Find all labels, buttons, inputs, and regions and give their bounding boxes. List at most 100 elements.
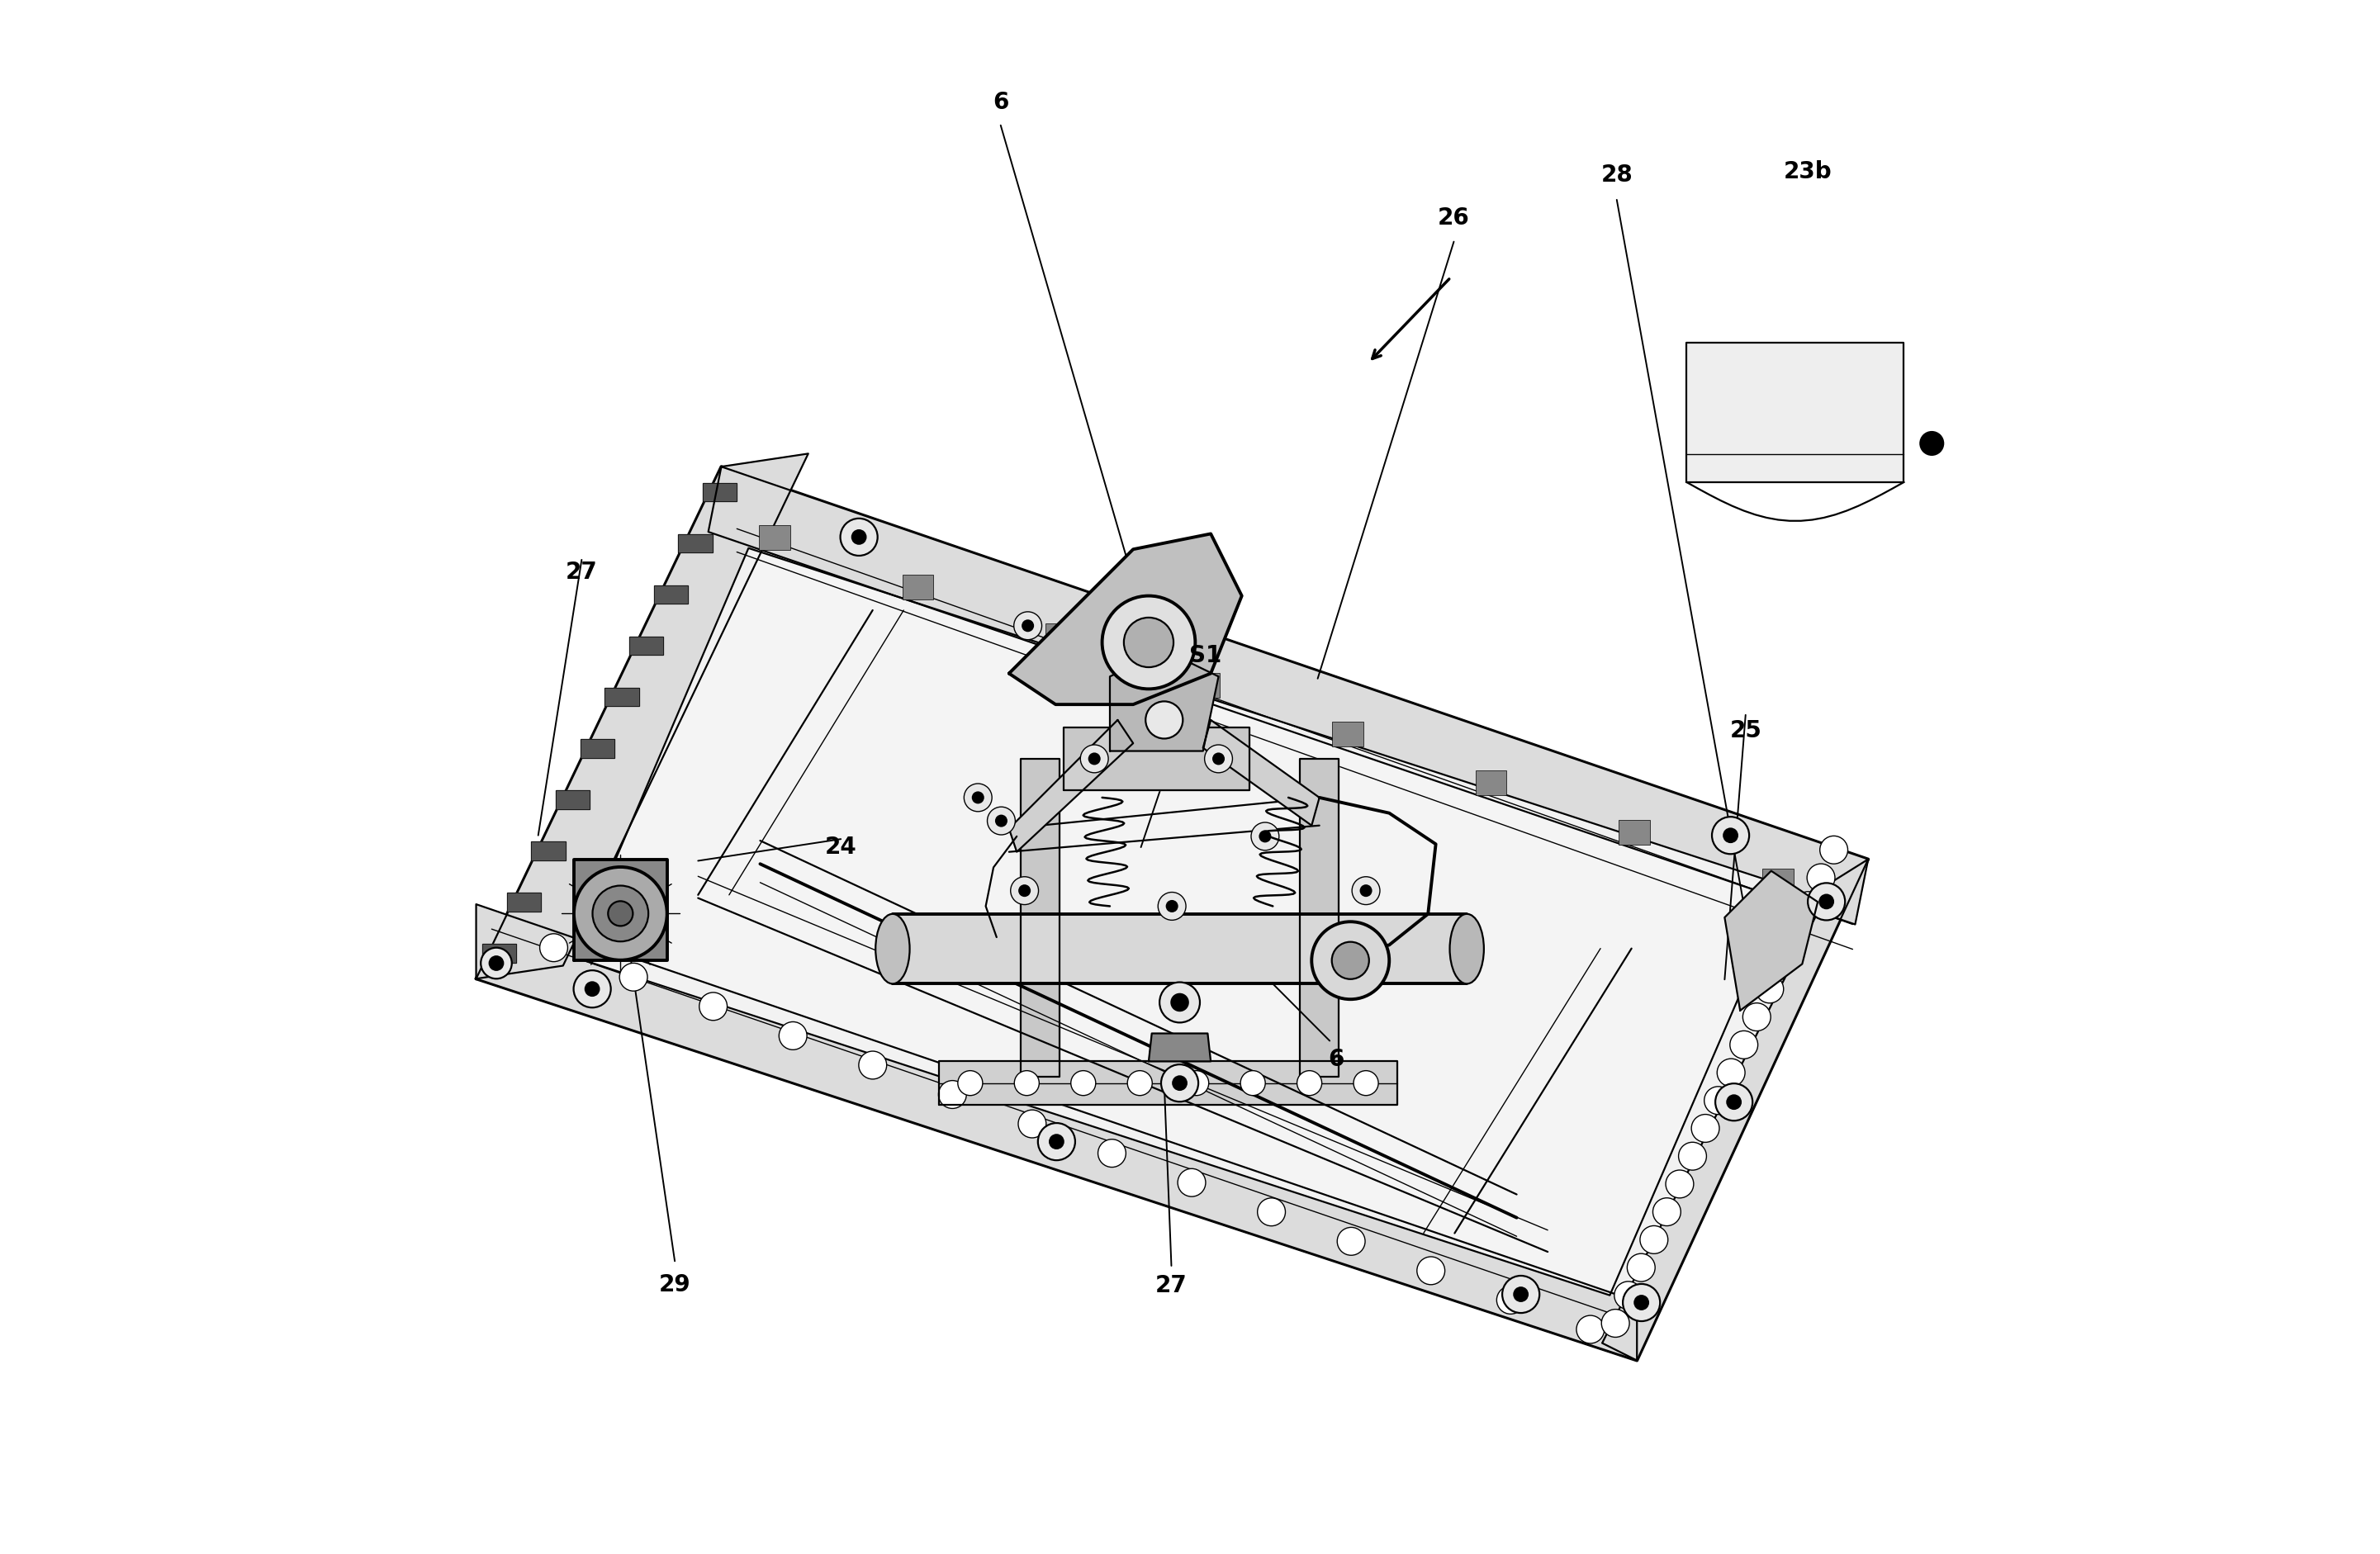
Text: 27: 27 xyxy=(566,561,597,584)
Circle shape xyxy=(1652,1198,1680,1226)
Circle shape xyxy=(1257,1198,1285,1226)
Polygon shape xyxy=(654,586,688,605)
Polygon shape xyxy=(557,789,590,808)
Circle shape xyxy=(1354,1071,1378,1096)
Circle shape xyxy=(1756,976,1783,1002)
Circle shape xyxy=(1780,920,1809,948)
Polygon shape xyxy=(1064,727,1250,789)
Circle shape xyxy=(1795,892,1823,920)
Circle shape xyxy=(1088,752,1100,765)
Circle shape xyxy=(1183,1071,1209,1096)
Circle shape xyxy=(1918,430,1944,455)
Circle shape xyxy=(971,791,985,803)
Bar xyxy=(1761,869,1795,894)
Polygon shape xyxy=(1021,758,1059,1077)
Polygon shape xyxy=(581,740,614,758)
Polygon shape xyxy=(940,1061,1397,1105)
Circle shape xyxy=(585,981,600,996)
Polygon shape xyxy=(702,483,738,502)
Bar xyxy=(759,525,790,550)
Polygon shape xyxy=(709,466,1868,925)
Circle shape xyxy=(1514,1287,1528,1302)
Circle shape xyxy=(574,970,612,1007)
Polygon shape xyxy=(628,637,664,656)
Bar xyxy=(1045,623,1076,648)
Circle shape xyxy=(1171,1075,1188,1091)
Polygon shape xyxy=(1725,870,1818,1010)
Text: 25: 25 xyxy=(1730,720,1761,741)
Bar xyxy=(1618,821,1649,844)
Circle shape xyxy=(1211,752,1226,765)
Circle shape xyxy=(957,1071,983,1096)
Polygon shape xyxy=(1602,859,1868,1360)
Circle shape xyxy=(574,867,666,960)
Circle shape xyxy=(700,993,728,1021)
Text: 6: 6 xyxy=(992,90,1009,113)
Polygon shape xyxy=(1299,758,1340,1077)
Circle shape xyxy=(1818,894,1835,909)
Circle shape xyxy=(481,948,512,979)
Circle shape xyxy=(1311,922,1390,999)
Circle shape xyxy=(1161,1064,1200,1102)
Circle shape xyxy=(964,783,992,811)
Circle shape xyxy=(1692,1114,1718,1142)
Polygon shape xyxy=(1150,1033,1211,1061)
Circle shape xyxy=(540,934,569,962)
Circle shape xyxy=(1019,884,1031,897)
Circle shape xyxy=(1416,1257,1445,1285)
Circle shape xyxy=(1614,1282,1642,1310)
Circle shape xyxy=(1297,1071,1321,1096)
Circle shape xyxy=(1723,828,1737,844)
Circle shape xyxy=(1576,1315,1604,1343)
Text: 26: 26 xyxy=(1438,207,1471,230)
Circle shape xyxy=(938,1080,966,1108)
Circle shape xyxy=(1730,1030,1759,1058)
Polygon shape xyxy=(574,859,666,960)
Circle shape xyxy=(488,956,505,971)
Circle shape xyxy=(852,530,866,545)
Bar xyxy=(902,575,933,600)
Circle shape xyxy=(1071,1071,1095,1096)
Bar xyxy=(1476,771,1507,796)
Circle shape xyxy=(1102,595,1195,688)
Circle shape xyxy=(1259,830,1271,842)
Circle shape xyxy=(619,963,647,991)
Circle shape xyxy=(1011,876,1038,904)
Circle shape xyxy=(1623,1284,1661,1321)
Polygon shape xyxy=(1687,342,1904,482)
Circle shape xyxy=(1021,620,1033,632)
Circle shape xyxy=(1711,817,1749,855)
Circle shape xyxy=(1352,876,1380,904)
Circle shape xyxy=(1666,1170,1695,1198)
Circle shape xyxy=(1038,1124,1076,1161)
Circle shape xyxy=(1809,883,1844,920)
Text: 23b: 23b xyxy=(1783,160,1833,183)
Circle shape xyxy=(1338,1228,1366,1256)
Circle shape xyxy=(1602,1310,1630,1336)
Bar xyxy=(1333,721,1364,746)
Circle shape xyxy=(1806,864,1835,892)
Circle shape xyxy=(1159,892,1185,920)
Circle shape xyxy=(778,1023,807,1051)
Polygon shape xyxy=(574,549,1787,1296)
Circle shape xyxy=(859,1051,888,1078)
Circle shape xyxy=(1171,993,1190,1012)
Text: 27: 27 xyxy=(1154,1274,1188,1298)
Polygon shape xyxy=(1009,533,1242,704)
Circle shape xyxy=(1742,1002,1771,1030)
Circle shape xyxy=(1128,1071,1152,1096)
Circle shape xyxy=(1178,1169,1207,1197)
Circle shape xyxy=(1097,1139,1126,1167)
Polygon shape xyxy=(531,841,566,859)
Polygon shape xyxy=(678,535,712,553)
Polygon shape xyxy=(476,454,809,979)
Polygon shape xyxy=(476,904,1637,1360)
Circle shape xyxy=(1159,982,1200,1023)
Circle shape xyxy=(1359,884,1373,897)
Text: S1: S1 xyxy=(1190,645,1221,668)
Circle shape xyxy=(1497,1287,1526,1315)
Circle shape xyxy=(1704,1086,1733,1114)
Circle shape xyxy=(1628,1254,1654,1282)
Circle shape xyxy=(1640,1226,1668,1254)
Circle shape xyxy=(1050,1134,1064,1150)
